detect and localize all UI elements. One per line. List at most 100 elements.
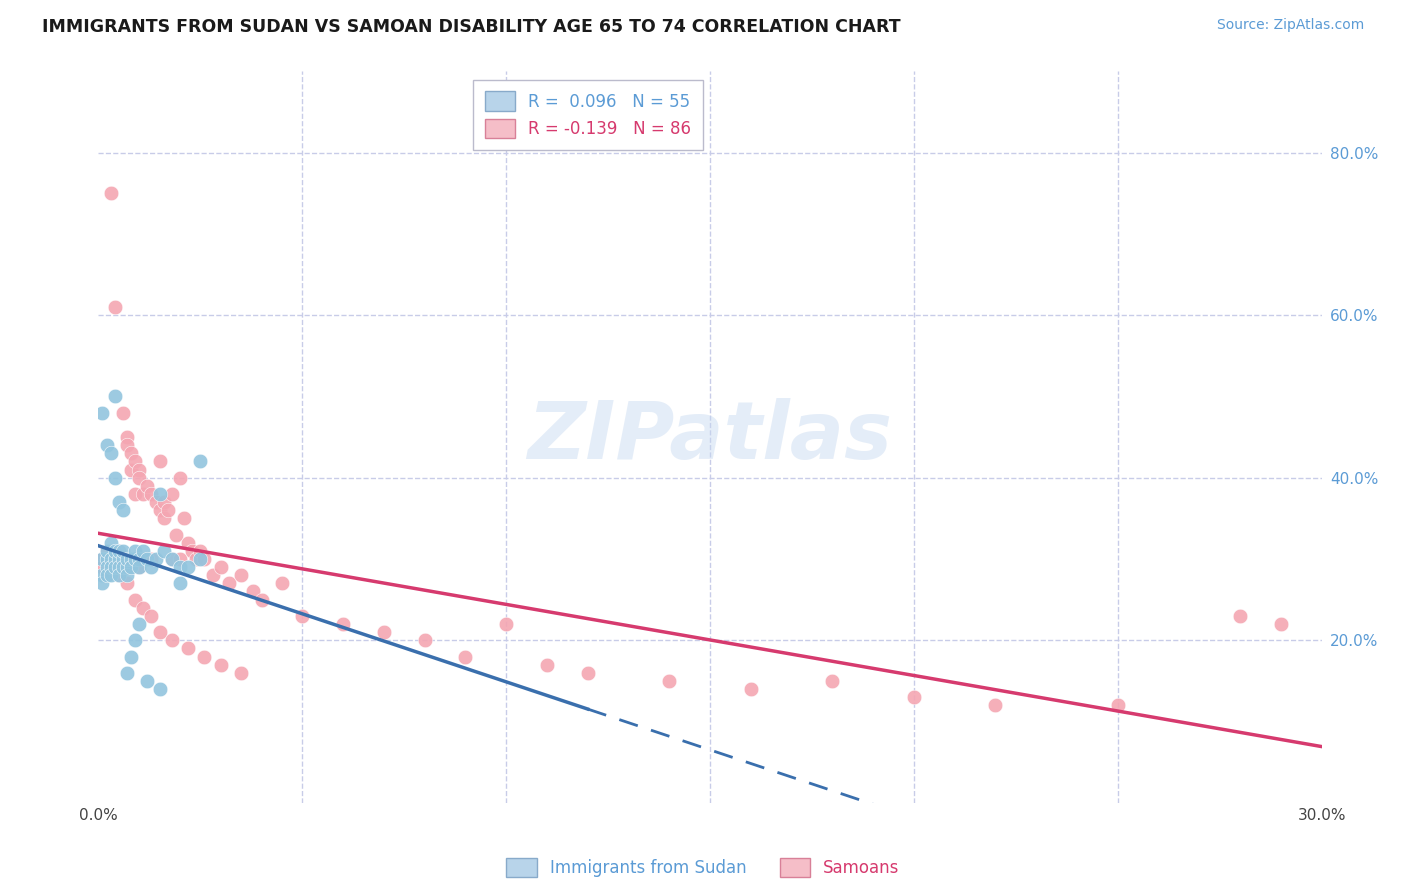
Point (141, 608, 163, 623)
Point (96, 544, 118, 558)
Point (149, 503, 172, 517)
Point (132, 552, 155, 566)
Point (100, 535, 122, 549)
Point (120, 552, 142, 566)
Point (160, 487, 183, 501)
Point (128, 560, 150, 574)
Point (108, 568, 131, 582)
Point (984, 698, 1007, 713)
Point (291, 608, 314, 623)
Point (91, 576, 114, 591)
Point (120, 560, 142, 574)
Point (115, 438, 138, 452)
Point (145, 552, 167, 566)
Point (495, 617, 517, 632)
Text: IMMIGRANTS FROM SUDAN VS SAMOAN DISABILITY AGE 65 TO 74 CORRELATION CHART: IMMIGRANTS FROM SUDAN VS SAMOAN DISABILI… (42, 18, 901, 36)
Point (91, 552, 114, 566)
Legend: Immigrants from Sudan, Samoans: Immigrants from Sudan, Samoans (501, 851, 905, 884)
Point (136, 479, 159, 493)
Point (149, 681, 172, 696)
Point (111, 560, 134, 574)
Point (181, 544, 204, 558)
Point (250, 592, 273, 607)
Point (740, 681, 762, 696)
Point (124, 592, 146, 607)
Point (96, 560, 118, 574)
Point (231, 665, 253, 680)
Point (160, 633, 183, 648)
Point (173, 511, 195, 525)
Point (152, 544, 174, 558)
Point (124, 552, 146, 566)
Point (1229, 608, 1251, 623)
Point (120, 552, 142, 566)
Point (111, 406, 134, 420)
Point (132, 487, 155, 501)
Text: ZIPatlas: ZIPatlas (527, 398, 893, 476)
Point (177, 641, 200, 656)
Point (1270, 617, 1292, 632)
Point (149, 454, 172, 468)
Point (128, 617, 150, 632)
Point (100, 560, 122, 574)
Point (903, 690, 925, 705)
Point (111, 552, 134, 566)
Point (128, 560, 150, 574)
Point (115, 665, 138, 680)
Point (141, 552, 163, 566)
Point (454, 649, 477, 664)
Point (96, 552, 118, 566)
Point (145, 495, 167, 509)
Point (152, 511, 174, 525)
Point (128, 552, 150, 566)
Point (96, 552, 118, 566)
Point (108, 552, 131, 566)
Point (115, 552, 138, 566)
Point (96, 568, 118, 582)
Point (111, 552, 134, 566)
Point (96, 438, 118, 452)
Text: Source: ZipAtlas.com: Source: ZipAtlas.com (1216, 18, 1364, 32)
Point (188, 454, 212, 468)
Point (658, 673, 681, 688)
Point (91, 560, 114, 574)
Point (169, 576, 191, 591)
Point (104, 471, 127, 485)
Point (132, 544, 155, 558)
Point (193, 649, 215, 664)
Point (169, 560, 191, 574)
Point (108, 544, 131, 558)
Point (108, 568, 131, 582)
Point (104, 552, 127, 566)
Point (124, 454, 146, 468)
Point (141, 560, 163, 574)
Point (576, 665, 599, 680)
Point (149, 487, 172, 501)
Point (188, 552, 212, 566)
Point (209, 657, 232, 672)
Point (111, 503, 134, 517)
Point (177, 535, 200, 549)
Point (104, 544, 127, 558)
Point (96, 568, 118, 582)
Point (332, 617, 354, 632)
Point (120, 446, 142, 460)
Point (136, 552, 159, 566)
Point (149, 625, 172, 640)
Point (115, 430, 138, 444)
Point (124, 544, 146, 558)
Point (100, 446, 122, 460)
Point (96, 544, 118, 558)
Point (91, 406, 114, 420)
Point (124, 487, 146, 501)
Point (136, 673, 159, 688)
Point (177, 560, 200, 574)
Point (201, 568, 224, 582)
Point (156, 503, 179, 517)
Point (104, 300, 127, 314)
Legend: R =  0.096   N = 55, R = -0.139   N = 86: R = 0.096 N = 55, R = -0.139 N = 86 (472, 79, 703, 150)
Point (100, 552, 122, 566)
Point (115, 560, 138, 574)
Point (108, 544, 131, 558)
Point (165, 527, 187, 541)
